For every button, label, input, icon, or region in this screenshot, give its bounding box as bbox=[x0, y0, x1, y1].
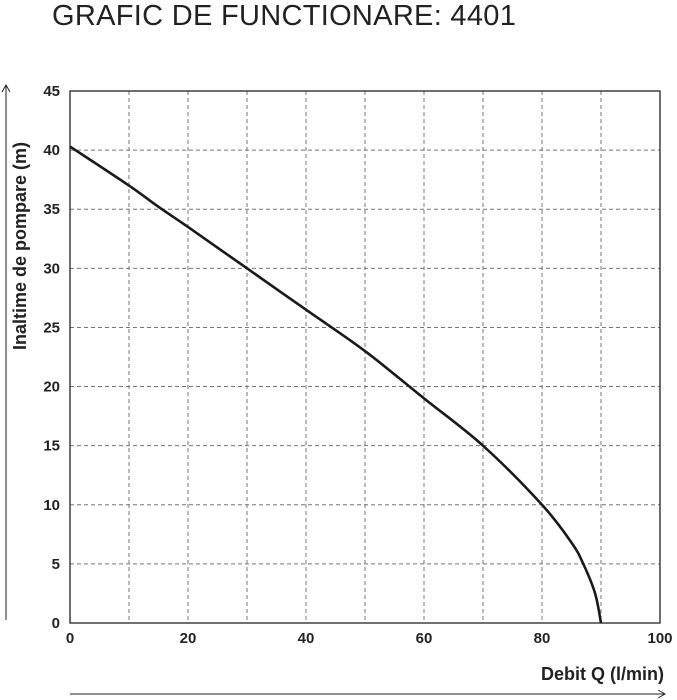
y-tick-label: 15 bbox=[43, 438, 60, 455]
y-tick-label: 10 bbox=[43, 497, 60, 514]
x-tick-label: 60 bbox=[416, 630, 433, 647]
y-tick-label: 45 bbox=[43, 83, 60, 100]
y-tick-label: 25 bbox=[43, 319, 60, 336]
x-tick-label: 20 bbox=[180, 630, 197, 647]
x-tick-label: 0 bbox=[66, 630, 74, 647]
y-tick-label: 0 bbox=[52, 615, 60, 632]
y-arrow-head bbox=[1, 83, 11, 93]
y-tick-label: 35 bbox=[43, 201, 60, 218]
y-tick-label: 5 bbox=[52, 556, 60, 573]
y-tick-label: 30 bbox=[43, 260, 60, 277]
y-tick-label: 40 bbox=[43, 142, 60, 159]
y-axis-label: Inaltime de pompare (m) bbox=[10, 142, 30, 350]
x-tick-label: 100 bbox=[647, 630, 672, 647]
y-tick-label: 20 bbox=[43, 379, 60, 396]
x-tick-label: 80 bbox=[534, 630, 551, 647]
plot-frame bbox=[69, 90, 661, 624]
x-axis-label: Debit Q (l/min) bbox=[541, 664, 664, 684]
x-tick-label: 40 bbox=[298, 630, 315, 647]
x-arrow-head bbox=[657, 689, 667, 699]
pump-curve-line bbox=[69, 145, 603, 624]
chart-title: GRAFIC DE FUNCTIONARE: 4401 bbox=[52, 0, 517, 32]
